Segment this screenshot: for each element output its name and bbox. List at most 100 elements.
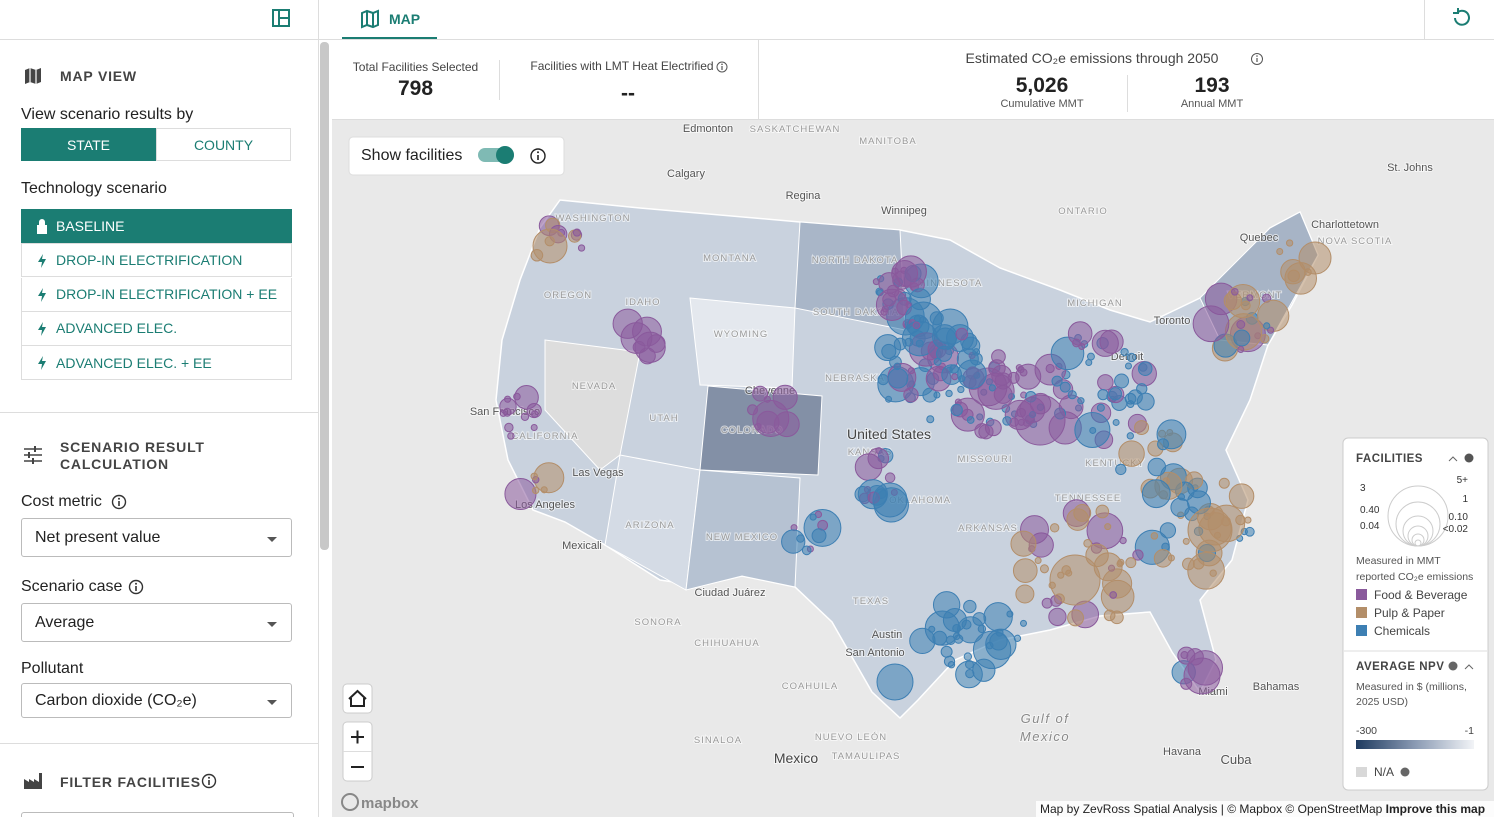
facility [502,407,512,417]
facility [1020,619,1028,627]
improve-link[interactable]: Improve this map [1386,802,1485,816]
place-label: Winnipeg [881,205,927,217]
facility [1015,584,1035,604]
home-button[interactable] [342,683,373,714]
facility [1012,558,1038,583]
facility [963,599,977,614]
place-label: Toronto [1154,315,1191,327]
select[interactable]: Average [21,603,292,642]
info-icon[interactable] [530,148,546,164]
facility [867,447,890,470]
icon-shape [111,494,127,510]
reset-button[interactable] [1450,7,1472,29]
facility [995,628,1004,637]
info-icon[interactable] [201,773,217,789]
facility [875,288,909,321]
facility [950,403,963,417]
place-label: MONTANA [703,253,757,264]
legend-label: Chemicals [1374,624,1430,638]
segment-button[interactable]: STATE [21,128,156,161]
place-label: Ciudad Juárez [695,587,766,599]
bolt-icon [38,254,46,269]
facility [1097,389,1109,401]
scenario-option[interactable]: DROP-IN ELECTRIFICATION [21,243,292,278]
scenario-option[interactable]: BASELINE [21,209,292,243]
scenario-option[interactable]: ADVANCED ELEC. [21,311,292,346]
legend-swatch [1356,625,1367,636]
size-key-label: 5+ [1457,475,1469,486]
visibility-icon[interactable] [1464,453,1474,463]
facility [532,228,568,264]
facility [530,424,538,432]
legend-panel [1342,437,1489,791]
divider [0,743,318,744]
facility [1266,326,1275,334]
divider [758,40,759,119]
zoom-in[interactable] [351,730,364,744]
place-label: MISSOURI [958,454,1013,465]
facility [1183,657,1221,695]
segment-button[interactable]: COUNTY [156,128,291,161]
layout-toggle[interactable] [271,8,291,28]
scrollbar[interactable] [320,42,329,550]
facility [1167,554,1175,562]
filter-box[interactable] [21,812,294,817]
place-label: Edmonton [683,123,733,135]
facility [507,432,515,440]
attribution-rest[interactable]: | © Mapbox © OpenStreetMap [1221,802,1383,816]
place-label: OREGON [544,290,592,301]
facility [504,477,537,511]
place-label: St. Johns [1387,162,1433,174]
facility [620,322,653,354]
facility [984,419,1002,437]
select[interactable]: Carbon dioxide (CO₂e) [21,683,292,718]
select[interactable]: Net present value [21,518,292,557]
toggle-label: Show facilities [361,147,462,164]
field-label: Scenario case [21,578,123,595]
divider [0,412,318,413]
map-tab[interactable]: MAP [342,0,437,39]
map[interactable]: Edmonton SASKATCHEWAN MANITOBA Calgary Regin… [332,120,1494,817]
map-icon [361,9,379,28]
place-label: TENNESSEE [1055,493,1122,504]
info-icon[interactable] [111,494,127,510]
size-key-label: 0.10 [1449,512,1469,523]
facility [520,412,530,421]
info-icon[interactable] [1400,767,1410,777]
stat-label: Total Facilities Selected [352,60,479,74]
icon-shape [135,582,137,585]
scenario-option[interactable]: DROP-IN ELECTRIFICATION + EE [21,277,292,312]
facility [951,373,959,381]
place-label: Austin [872,629,903,641]
info-icon[interactable] [128,579,144,595]
na-swatch [1356,767,1367,777]
legend-note: reported CO₂e emissions [1356,571,1473,583]
facility [1182,537,1190,545]
toggle-knob[interactable] [496,146,514,164]
stat-title: Estimated CO₂e emissions through 2050 [965,50,1219,66]
facility [1228,483,1255,509]
field-label: View scenario results by [21,106,194,123]
facility [1157,438,1170,451]
collapse-icon[interactable] [1464,664,1474,670]
bolt-icon [38,287,46,302]
collapse-icon[interactable] [1448,456,1458,462]
facility [577,244,586,252]
size-key-label: 1 [1462,494,1468,505]
info-icon[interactable] [716,61,728,73]
facility [1150,532,1159,540]
facility [1010,530,1037,557]
facility [1235,514,1246,526]
info-icon[interactable] [1250,52,1264,66]
facility [1126,352,1137,363]
facility [763,395,771,403]
place-label: TEXAS [853,596,889,607]
mapbox-logo [341,793,359,811]
facility [1192,305,1230,343]
facility [1159,522,1177,539]
icon-shape [267,621,277,627]
facility [932,591,961,619]
info-icon[interactable] [1448,661,1458,671]
attribution-author[interactable]: ZevRoss Spatial Analysis [1083,802,1218,816]
scenario-option[interactable]: ADVANCED ELEC. + EE [21,346,292,381]
